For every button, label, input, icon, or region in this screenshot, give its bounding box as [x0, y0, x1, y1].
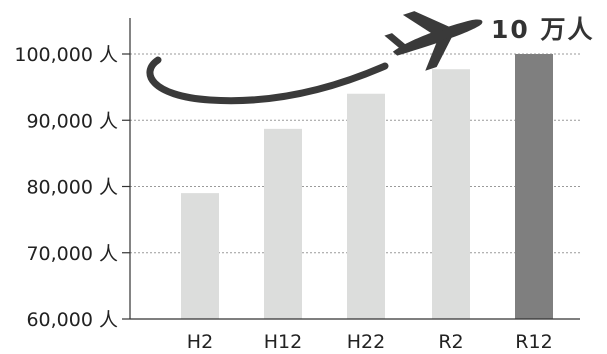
x-tick-label: R12 [515, 331, 552, 353]
bar-r12 [515, 54, 553, 319]
flight-path-decoration [146, 11, 483, 105]
airplane-icon [384, 11, 483, 71]
bar-r2 [432, 69, 470, 319]
axes [122, 18, 580, 320]
flight-path-swoosh [146, 56, 389, 105]
bar-h2 [181, 193, 219, 319]
y-tick-label: 100,000 人 [14, 44, 118, 66]
bars [181, 54, 553, 319]
y-tick-label: 70,000 人 [26, 243, 118, 265]
x-tick-label: H12 [264, 331, 302, 353]
bar-h22 [347, 93, 385, 319]
y-tick-labels: 60,000 人 70,000 人 80,000 人 90,000 人 100,000 … [14, 44, 118, 331]
y-tick-label: 60,000 人 [26, 309, 118, 331]
x-tick-label: H2 [187, 331, 213, 353]
x-tick-labels: H2 H12 H22 R2 R12 [187, 331, 553, 353]
callout-label: 10 万人 [491, 15, 595, 44]
x-tick-label: H22 [347, 331, 385, 353]
y-tick-label: 80,000 人 [26, 177, 118, 199]
x-tick-label: R2 [438, 331, 463, 353]
bar-h12 [264, 128, 302, 319]
y-tick-label: 90,000 人 [26, 110, 118, 132]
